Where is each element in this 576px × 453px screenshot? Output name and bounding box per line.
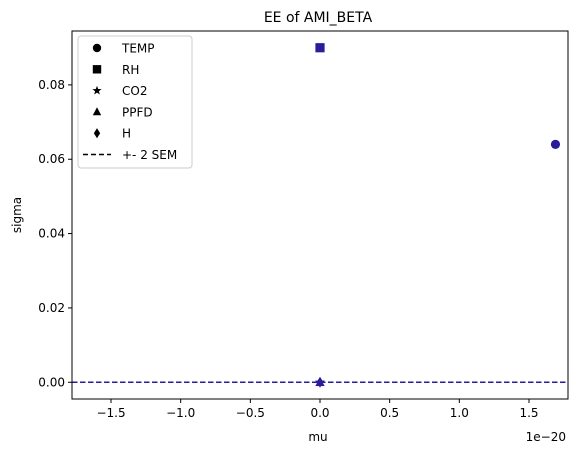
legend-label: CO2	[122, 84, 147, 98]
x-tick-label: 0.0	[310, 406, 329, 420]
x-axis-label: mu	[308, 430, 327, 444]
y-axis-label: sigma	[10, 197, 24, 233]
x-offset-label: 1e−20	[526, 430, 566, 444]
legend-label: +- 2 SEM	[122, 148, 177, 162]
legend-marker-h	[93, 128, 101, 139]
legend-box	[77, 35, 193, 169]
y-tick-label: 0.04	[38, 227, 65, 241]
point-temp	[550, 139, 561, 149]
legend-label: RH	[122, 63, 139, 77]
legend-label: H	[122, 127, 131, 141]
legend-label: TEMP	[121, 42, 155, 56]
legend-marker-temp	[92, 43, 102, 53]
x-tick-label: −1.0	[166, 406, 195, 420]
x-tick-label: 1.0	[450, 406, 469, 420]
x-tick-label: 0.5	[380, 406, 399, 420]
legend-label: PPFD	[122, 105, 153, 119]
chart-title: EE of AMI_BETA	[264, 10, 373, 26]
legend: TEMP RH CO2 PPFD H +- 2 SEM	[77, 35, 193, 169]
y-tick-label: 0.08	[38, 78, 65, 92]
x-tick-label: 1.5	[519, 406, 538, 420]
point-h	[316, 376, 324, 388]
axis-ticks: −1.5 −1.0 −0.5 0.0 0.5 1.0 1.5 0.00 0.02 0.04 0.06…	[38, 78, 538, 420]
x-tick-label: −0.5	[236, 406, 265, 420]
x-tick-label: −1.5	[96, 406, 125, 420]
y-tick-label: 0.02	[38, 301, 65, 315]
point-rh	[315, 43, 325, 53]
legend-marker-rh	[92, 65, 102, 74]
y-tick-label: 0.06	[38, 152, 65, 166]
legend-marker-ppfd	[92, 107, 102, 116]
y-tick-label: 0.00	[38, 375, 65, 389]
legend-marker-co2	[92, 85, 102, 95]
plot-area	[72, 43, 568, 388]
